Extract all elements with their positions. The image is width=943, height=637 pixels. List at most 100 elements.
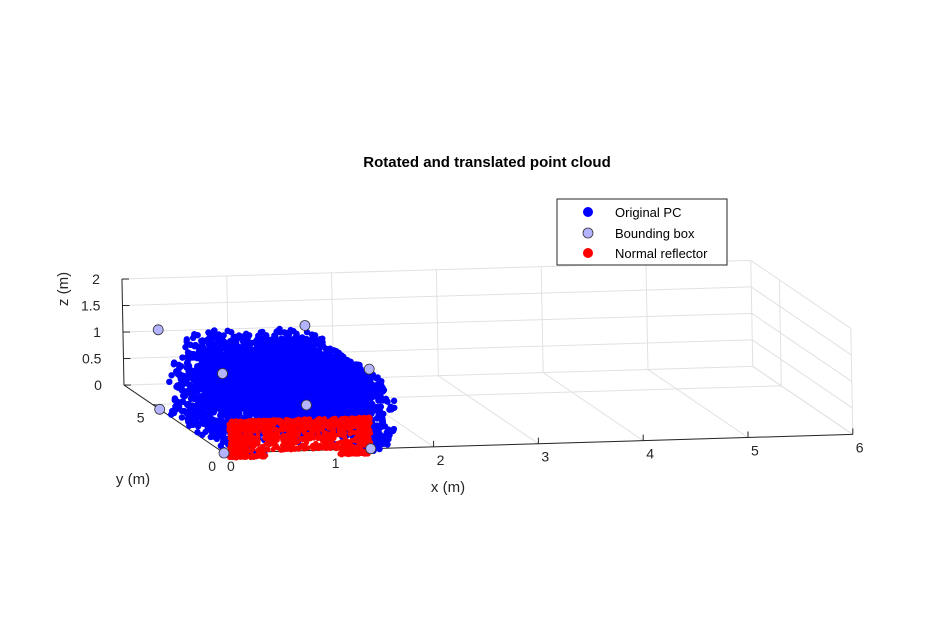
original-pc-point [306, 393, 313, 401]
original-pc-point [286, 364, 294, 371]
original-pc-point [199, 367, 206, 374]
original-pc-point [307, 348, 315, 355]
normal-reflector-point [296, 446, 302, 452]
grid-line [750, 260, 852, 329]
original-pc-point [227, 337, 234, 345]
series-normal-reflector [226, 414, 374, 461]
normal-reflector-point [263, 446, 269, 453]
original-pc-point [347, 362, 355, 370]
original-pc-point [283, 331, 290, 338]
original-pc-point [271, 391, 278, 399]
original-pc-point [204, 336, 212, 343]
original-pc-point [168, 372, 175, 379]
normal-reflector-point [245, 418, 252, 424]
original-pc-point [232, 368, 239, 376]
original-pc-point [339, 403, 346, 411]
original-pc-point [306, 341, 313, 349]
original-pc-point [269, 336, 276, 343]
original-pc-point [185, 370, 192, 377]
original-pc-point [195, 386, 202, 394]
original-pc-point [177, 399, 184, 406]
original-pc-point [291, 412, 298, 419]
original-pc-point [208, 406, 215, 414]
normal-reflector-point [316, 422, 322, 428]
x-tick-label: 6 [856, 439, 864, 455]
original-pc-point [378, 417, 386, 425]
original-pc-point [202, 428, 209, 435]
original-pc-point [200, 408, 207, 416]
normal-reflector-point [305, 445, 311, 451]
original-pc-point [266, 342, 274, 349]
grid-line [438, 375, 539, 445]
original-pc-point [257, 368, 264, 376]
original-pc-point [318, 352, 325, 359]
z-tick-label: 1 [93, 324, 101, 340]
normal-reflector-point [280, 438, 286, 444]
original-pc-point [209, 356, 217, 363]
original-pc-point [313, 358, 321, 365]
normal-reflector-point [297, 426, 303, 432]
original-pc-point [203, 383, 210, 390]
original-pc-point [264, 400, 272, 407]
original-pc-point [283, 394, 290, 401]
original-pc-point [320, 376, 328, 383]
original-pc-point [377, 440, 385, 447]
normal-reflector-point [289, 441, 295, 447]
original-pc-point [308, 354, 316, 362]
original-pc-point [228, 329, 235, 336]
original-pc-point [202, 393, 210, 400]
grid-line [647, 369, 749, 438]
original-pc-point [224, 358, 231, 365]
original-pc-point [252, 404, 259, 411]
normal-reflector-point [330, 444, 336, 450]
normal-reflector-point [229, 454, 235, 461]
z-tick-label: 0.5 [82, 351, 102, 367]
original-pc-point [180, 387, 187, 394]
original-pc-point [277, 345, 285, 352]
original-pc-point [189, 394, 196, 402]
original-pc-point [290, 327, 297, 335]
normal-reflector-point [350, 418, 356, 424]
original-pc-point [237, 405, 244, 413]
normal-reflector-point [302, 422, 308, 428]
normal-reflector-point [276, 418, 282, 424]
original-pc-point [359, 408, 367, 416]
original-pc-point [332, 353, 339, 360]
normal-reflector-point [326, 433, 333, 439]
original-pc-point [276, 379, 283, 387]
original-pc-point [216, 389, 224, 396]
normal-reflector-point [258, 453, 264, 459]
normal-reflector-point [240, 421, 246, 428]
original-pc-point [277, 369, 284, 376]
normal-reflector-point [285, 440, 291, 447]
original-pc-point [197, 393, 204, 400]
original-pc-point [221, 344, 229, 351]
original-pc-point [334, 359, 341, 366]
original-pc-point [311, 371, 318, 378]
original-pc-point [323, 346, 330, 353]
original-pc-point [353, 405, 360, 413]
normal-reflector-point [270, 433, 276, 439]
original-pc-point [229, 374, 236, 382]
normal-reflector-point [231, 445, 237, 451]
normal-reflector-point [289, 428, 296, 434]
original-pc-point [186, 405, 194, 413]
normal-reflector-point [323, 437, 329, 443]
original-pc-point [198, 339, 206, 346]
original-pc-point [237, 368, 245, 376]
original-pc-point [170, 409, 178, 417]
original-pc-point [341, 390, 348, 398]
original-pc-point [311, 332, 319, 339]
normal-reflector-point [256, 417, 262, 423]
original-pc-point [337, 366, 344, 373]
original-pc-point [254, 392, 261, 400]
original-pc-point [255, 345, 263, 352]
original-pc-point [173, 368, 180, 375]
normal-reflector-point [262, 424, 268, 430]
original-pc-point [197, 401, 204, 408]
original-pc-point [190, 417, 198, 424]
normal-reflector-point [301, 445, 307, 451]
original-pc-point [228, 343, 236, 350]
original-pc-point [343, 378, 350, 385]
original-pc-point [378, 378, 385, 385]
